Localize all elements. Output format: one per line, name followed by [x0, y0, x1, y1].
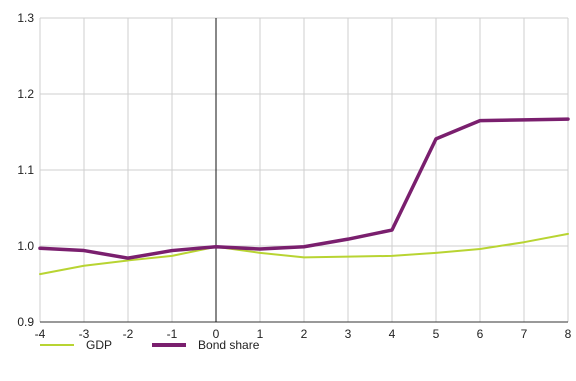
x-tick-label: 6	[477, 327, 484, 341]
grid-layer	[39, 17, 569, 322]
x-tick-label: -1	[167, 327, 178, 341]
series-layer	[38, 117, 570, 276]
legend-label-gdp: GDP	[86, 338, 113, 352]
axis-layer: -4 -3 -2 -1 0 1 2 3 4 5 6 7 8 0.9 1.0 1.1 1.2 1.3	[17, 11, 571, 341]
y-tick-label: 1.3	[17, 11, 34, 25]
x-tick-label: 1	[257, 327, 264, 341]
x-tick-label: -2	[123, 327, 134, 341]
legend-swatch-gdp	[40, 344, 74, 346]
legend-swatch-bond-share	[152, 343, 187, 347]
x-tick-label: 4	[389, 327, 396, 341]
x-tick-label: 8	[565, 327, 572, 341]
legend-item-bond-share: Bond share	[152, 338, 259, 352]
x-tick-label: -3	[79, 327, 90, 341]
gdp-line	[39, 232, 569, 276]
legend-label-bond-share: Bond share	[198, 338, 260, 352]
x-tick-label: 0	[213, 327, 220, 341]
y-tick-label: 1.0	[17, 239, 34, 253]
legend-item-gdp: GDP	[40, 338, 112, 352]
x-tick-label: -4	[35, 327, 46, 341]
x-tick-label: 7	[521, 327, 528, 341]
x-tick-label: 3	[345, 327, 352, 341]
y-tick-label: 1.1	[17, 163, 34, 177]
x-tick-label: 2	[301, 327, 308, 341]
x-tick-label: 5	[433, 327, 440, 341]
y-tick-label: 0.9	[17, 315, 34, 329]
y-tick-label: 1.2	[17, 87, 34, 101]
legend: GDP Bond share	[40, 338, 259, 352]
bond-share-line	[38, 117, 570, 260]
